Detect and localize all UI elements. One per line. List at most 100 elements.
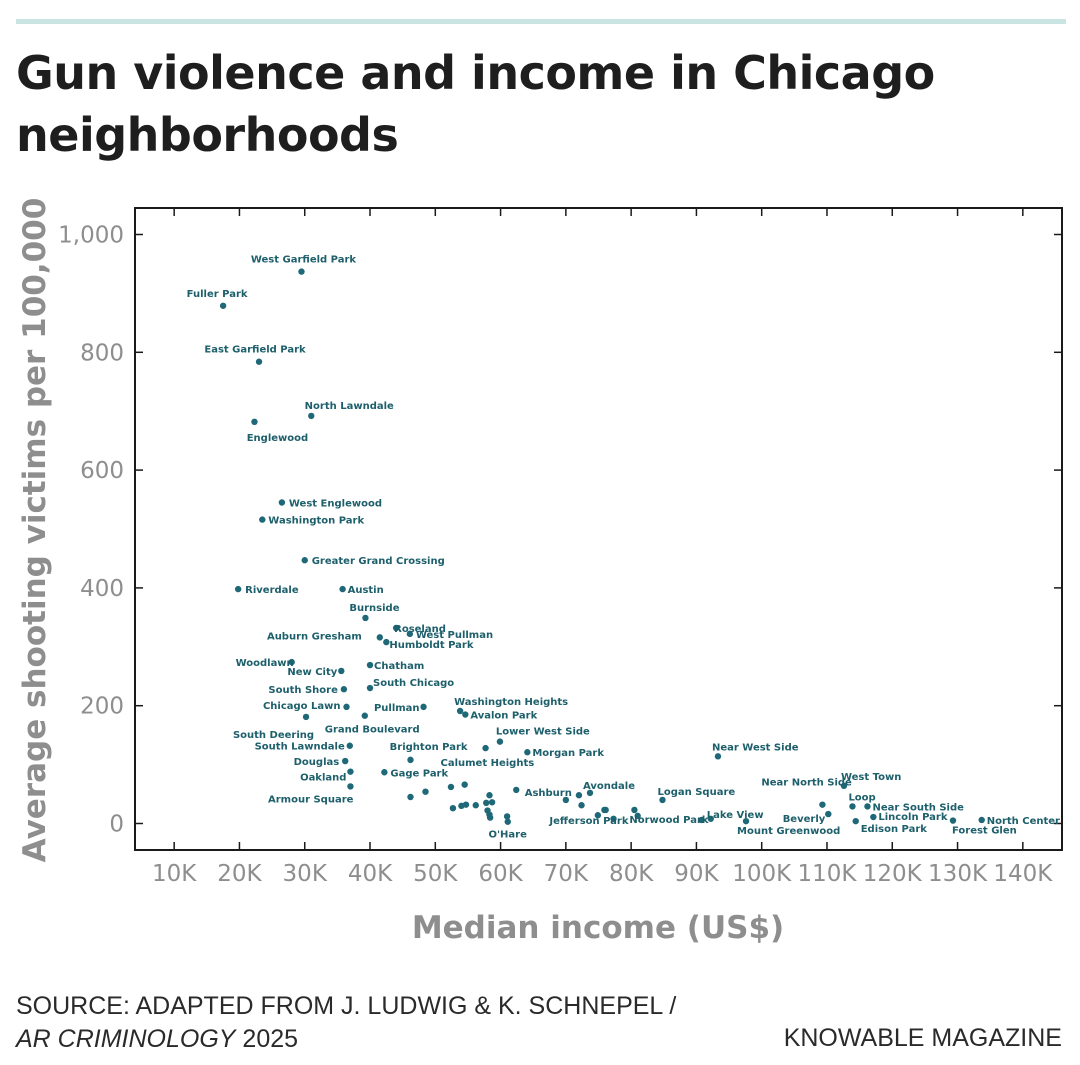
data-point [278,499,286,506]
data-point [456,707,464,715]
source-prefix: SOURCE: ADAPTED FROM J. LUDWIG & K. SCHN… [16,992,677,1020]
point-label: Brighton Park [390,742,468,753]
data-point [302,713,310,721]
top-rule [16,19,1066,24]
data-point [347,783,354,790]
data-point [346,742,353,749]
x-tick-label: 20K [217,861,262,887]
data-point [825,810,832,818]
data-point [864,803,871,810]
data-point [659,796,666,804]
data-point [578,802,585,809]
x-tick-label: 70K [544,861,589,887]
point-label: Beverly [783,814,826,825]
page-title: Gun violence and income in Chicago neigh… [16,46,935,162]
point-label: Grand Boulevard [325,725,420,736]
data-point [259,516,266,523]
x-tick-label: 90K [674,861,719,887]
data-point [251,418,258,426]
y-tick-label: 600 [80,458,124,484]
data-point [562,796,570,804]
point-label: Woodlawn [236,658,294,669]
data-point [483,799,490,807]
point-label: Englewood [247,433,308,444]
point-label: Greater Grand Crossing [312,556,445,567]
data-point [503,813,511,820]
data-point [575,792,583,799]
point-label: Burnside [349,603,399,614]
x-tick-label: 10K [152,861,197,887]
point-label: Near North Side [761,778,852,789]
point-label: Armour Square [268,794,354,805]
y-axis-title: Average shooting victims per 100,000 [17,198,53,863]
point-label: Mount Greenwood [737,826,840,837]
data-point [343,703,350,711]
data-point [819,801,826,808]
data-point [482,744,489,752]
data-point [472,802,479,809]
point-label: New City [287,667,337,678]
point-label: Lake View [707,810,764,821]
point-label: South Chicago [373,678,454,689]
point-label: Ashburn [525,788,572,799]
data-point [524,749,531,756]
x-tick-label: 100K [732,861,792,887]
y-tick-label: 800 [80,340,124,366]
data-point [298,268,305,275]
data-point [308,412,315,420]
point-label: O'Hare [488,830,527,841]
x-tick-label: 40K [348,861,393,887]
point-label: Forest Glen [952,826,1017,837]
x-tick-label: 140K [993,861,1053,887]
data-point [602,806,609,814]
data-point [631,806,638,814]
data-point [461,781,468,788]
point-label: Humboldt Park [389,640,474,651]
data-point [610,815,617,822]
data-point [234,585,242,593]
axis-ticks: 10K 20K 30K 40K 50K 60K 70K 80K 90K 100K 110K 120K 1… [58,208,1062,887]
x-tick-label: 60K [478,861,523,887]
x-tick-label: 120K [863,861,923,887]
point-label: Edison Park [861,824,928,835]
point-label: Pullman [374,703,420,714]
data-point [698,816,705,824]
plot-frame [134,207,1063,851]
x-axis-title: Median income (US$) [412,910,784,946]
data-point [301,557,308,564]
data-point [594,812,602,819]
source-line-2: AR CRIMINOLOGY 2025 [16,1023,676,1056]
data-point [496,738,504,745]
point-label: West Town [841,772,901,783]
data-point [381,769,388,776]
point-label: Chicago Lawn [263,701,341,712]
point-label: South Deering [233,730,314,741]
data-point [849,803,856,810]
y-tick-label: 1,000 [58,223,124,249]
data-point [406,630,414,638]
data-point [338,667,345,675]
data-point [447,783,455,791]
data-point [978,816,985,824]
point-label: Washington Heights [454,697,568,708]
data-point [513,786,520,794]
point-label: West Englewood [289,498,382,509]
point-label: Loop [848,792,875,803]
point-label: Near West Side [712,742,799,753]
point-label: Riverdale [245,585,299,596]
point-label: Austin [348,585,384,596]
point-labels: West Garfield Park Fuller Park East Garfie… [187,255,1060,841]
point-label: West Pullman [416,630,493,641]
point-label: Fuller Park [187,289,248,300]
data-point [219,302,227,309]
source-credit: SOURCE: ADAPTED FROM J. LUDWIG & K. SCHN… [16,990,676,1056]
data-point [366,684,374,692]
data-point [383,638,390,646]
data-point [255,358,263,365]
point-label: North Lawndale [305,401,394,412]
point-label: Jefferson Park [548,816,628,827]
data-point [462,711,469,718]
x-tick-label: 80K [609,861,654,887]
data-point [392,624,400,632]
